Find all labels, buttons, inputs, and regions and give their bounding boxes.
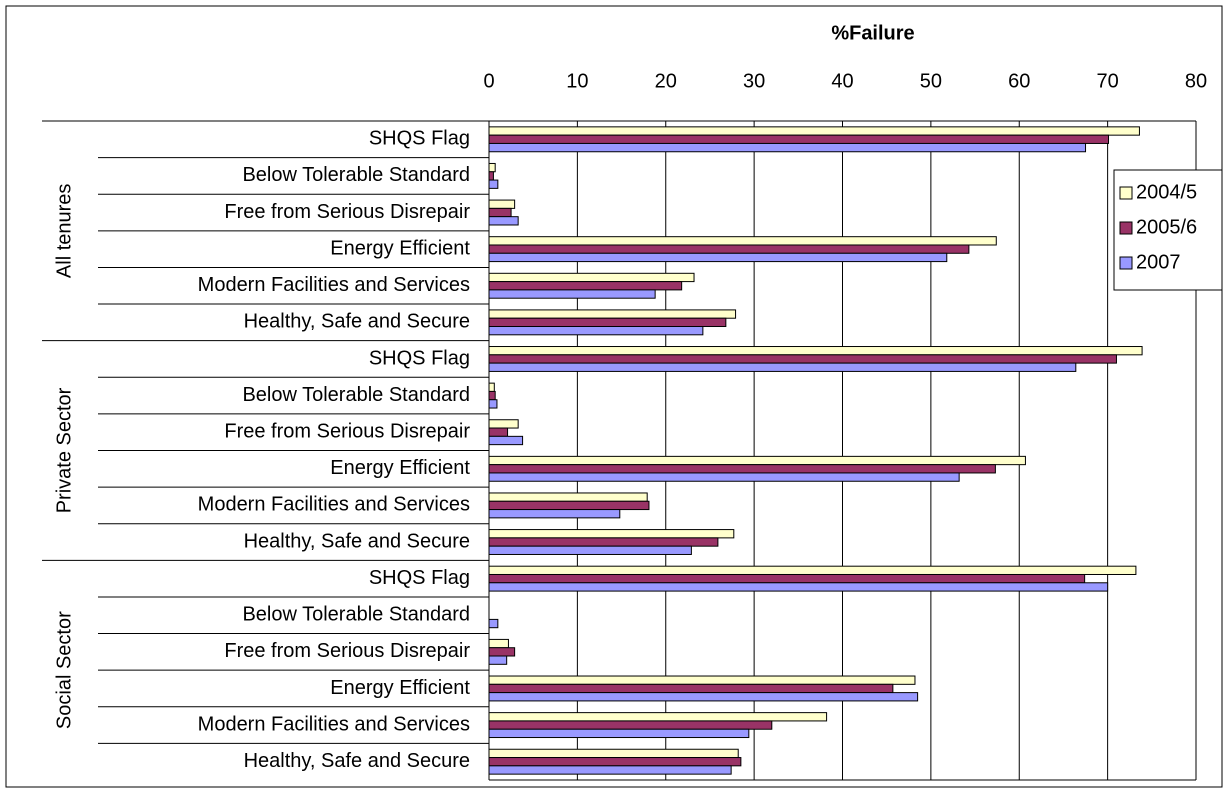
y-tick-label: Energy Efficient [330,677,470,699]
bar [488,171,494,181]
bar [488,565,1137,575]
y-tick-label: Free from Serious Disrepair [224,640,470,662]
bar [488,354,1117,364]
bar [488,142,1087,153]
bar [488,537,719,547]
chart-title: %Failure [831,22,914,44]
bar [488,317,727,328]
bar [488,207,512,218]
y-tick-label: Energy Efficient [330,237,470,259]
bar [488,728,750,739]
group-label: All tenures [53,184,75,278]
legend-swatch [1119,256,1133,270]
bar [488,281,683,291]
x-tick-label: 70 [1097,70,1119,92]
y-tick-label: Below Tolerable Standard [242,384,470,406]
y-tick-label: SHQS Flag [369,128,470,150]
bar [488,390,496,401]
x-tick-label: 20 [655,70,677,92]
y-tick-label: Modern Facilities and Services [198,494,470,516]
bar [488,618,499,629]
bar [488,252,948,263]
bar [488,399,498,409]
bar [488,464,996,474]
bar [488,472,960,482]
bar [488,326,704,336]
legend-label: 2007 [1136,251,1181,273]
bar [488,134,1110,144]
bar [488,638,509,649]
y-tick-label: SHQS Flag [369,347,470,369]
bar [488,346,1143,356]
group-label: Social Sector [53,611,75,729]
bar [488,435,524,446]
bar [488,675,916,685]
y-tick-label: Modern Facilities and Services [198,274,470,296]
legend-swatch [1119,186,1133,200]
bar [488,720,773,730]
y-tick-label: Modern Facilities and Services [198,713,470,735]
legend-swatch [1119,221,1133,235]
legend-label: 2004/5 [1136,181,1197,203]
x-tick-label: 40 [831,70,853,92]
bar [488,712,828,722]
x-tick-label: 0 [483,70,494,92]
legend-label: 2005/6 [1136,216,1197,238]
bar [488,199,516,209]
bar [488,244,970,254]
bar [488,692,919,702]
bar [488,500,650,511]
x-tick-label: 80 [1185,70,1207,92]
bar [488,748,739,759]
x-tick-label: 60 [1008,70,1030,92]
bar [488,272,695,283]
bar [488,427,509,437]
y-tick-label: Healthy, Safe and Secure [244,530,470,552]
bar [488,455,1026,466]
bar [488,529,735,539]
bar [488,382,495,392]
bar [488,765,732,775]
bar [488,655,508,665]
y-tick-label: Below Tolerable Standard [242,164,470,186]
bar [488,216,519,226]
bar [488,162,496,173]
bar [488,509,621,519]
bar [488,126,1140,136]
y-tick-label: Energy Efficient [330,457,470,479]
y-tick-label: SHQS Flag [369,567,470,589]
y-tick-label: Healthy, Safe and Secure [244,311,470,333]
y-tick-label: Free from Serious Disrepair [224,201,470,223]
bar [488,647,516,657]
bar [488,683,894,694]
bar [488,492,648,502]
y-tick-label: Below Tolerable Standard [242,604,470,626]
bar [488,179,499,189]
x-tick-label: 30 [743,70,765,92]
bar [488,362,1077,372]
bar [488,582,1109,592]
bar [488,545,692,555]
x-tick-label: 10 [566,70,588,92]
y-tick-label: Free from Serious Disrepair [224,420,470,442]
bar [488,309,737,319]
bar [488,236,997,246]
bar [488,757,742,767]
y-tick-label: Healthy, Safe and Secure [244,750,470,772]
bar [488,573,1086,584]
bar [488,419,519,429]
group-label: Private Sector [53,387,75,513]
bar [488,289,656,299]
x-tick-label: 50 [920,70,942,92]
